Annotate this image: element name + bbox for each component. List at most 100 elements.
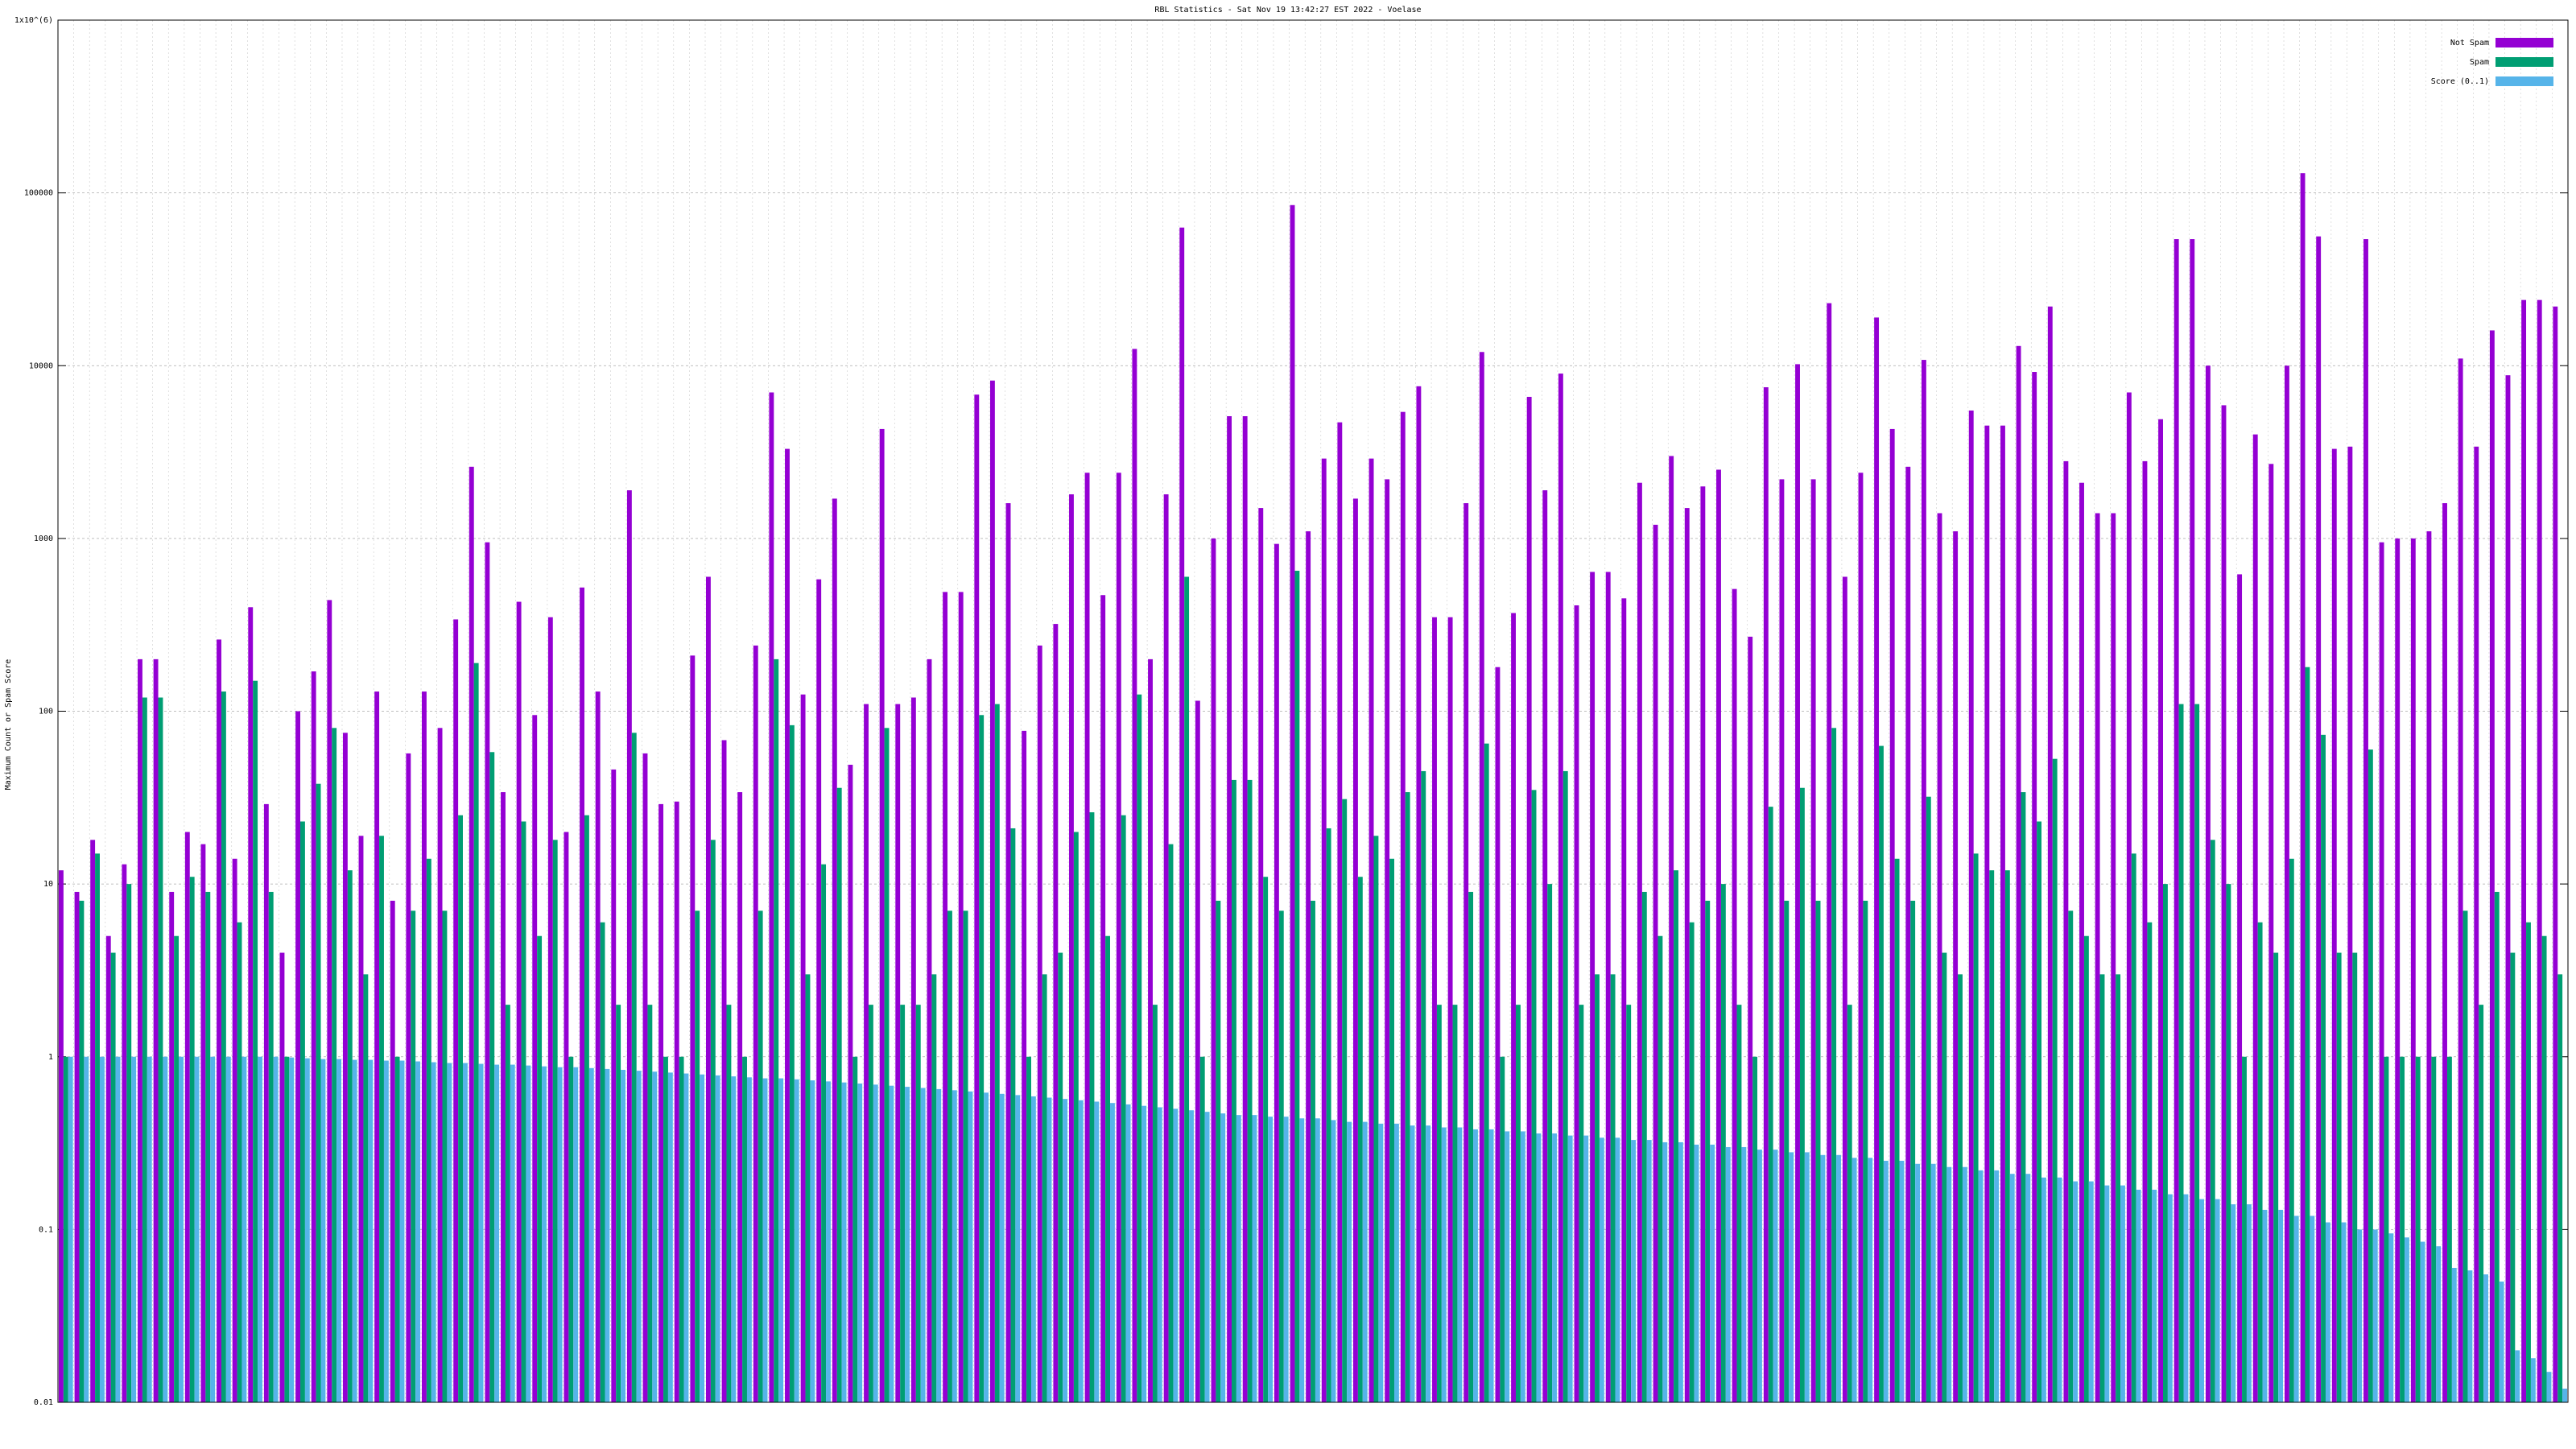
bar (505, 1005, 510, 1402)
chart-title: RBL Statistics - Sat Nov 19 13:42:27 EST… (1154, 6, 1421, 14)
bar (1921, 360, 1926, 1402)
bar (1689, 922, 1695, 1402)
bar (652, 1071, 658, 1402)
bar (1488, 1129, 1494, 1402)
bar (2442, 503, 2447, 1403)
bar (1574, 605, 1579, 1402)
bar (2246, 1204, 2252, 1402)
bar (1026, 1056, 1031, 1402)
bar (1306, 530, 1311, 1402)
y-tick-label: 1x10^(6) (14, 16, 53, 25)
bar (1804, 1152, 1810, 1402)
bar (1752, 1056, 1758, 1402)
bar (2126, 392, 2132, 1402)
bar (1736, 1005, 1742, 1402)
bar (1148, 658, 1153, 1402)
bar (332, 728, 337, 1402)
bar (2009, 1174, 2015, 1402)
bar (1725, 1146, 1731, 1402)
bar (1836, 1154, 1841, 1402)
bar (1426, 1125, 1431, 1402)
bar (1905, 466, 1911, 1403)
bar (2131, 853, 2136, 1402)
y-tick-label: 10000 (29, 361, 53, 370)
bar (2221, 405, 2227, 1402)
bar (1416, 386, 1422, 1403)
bar (931, 974, 937, 1402)
bar (2530, 1358, 2536, 1402)
bar (968, 1091, 973, 1402)
bar (1385, 479, 1390, 1402)
bar (79, 900, 85, 1402)
bar (1946, 1166, 1952, 1402)
bar (415, 1061, 421, 1402)
bar (426, 858, 431, 1402)
bar (1789, 1152, 1794, 1402)
bar (1547, 884, 1553, 1402)
bar (2178, 704, 2184, 1402)
bar (737, 792, 743, 1402)
bar (1294, 571, 1300, 1402)
bar (989, 380, 995, 1403)
bar (2489, 330, 2495, 1403)
bar (2163, 884, 2168, 1402)
bar (537, 935, 543, 1402)
bar (2474, 446, 2479, 1402)
bar (1710, 1144, 1715, 1402)
bar (1030, 1096, 1036, 1402)
bar (1058, 952, 1063, 1402)
bar (1326, 828, 1331, 1402)
bar (848, 764, 853, 1402)
bar (1331, 1120, 1336, 1402)
bar (889, 1085, 894, 1402)
bar (95, 853, 100, 1402)
bar (2363, 239, 2368, 1402)
bar (2095, 513, 2100, 1403)
y-tick-label: 1 (48, 1053, 53, 1062)
bar (1542, 490, 1548, 1402)
bar (920, 1088, 926, 1402)
bar (1631, 1140, 1637, 1402)
bar (105, 935, 111, 1402)
bar (1168, 844, 1174, 1402)
bar (994, 704, 1000, 1402)
bar (1579, 1005, 1584, 1402)
bar (1311, 900, 1315, 1402)
bar (588, 1067, 594, 1402)
bar (2368, 749, 2373, 1402)
bar (2226, 884, 2231, 1402)
bar (142, 697, 147, 1402)
bar (2284, 365, 2289, 1402)
bar (458, 815, 463, 1402)
bar (1137, 694, 1142, 1402)
bar (895, 704, 901, 1402)
bar (2111, 513, 2116, 1403)
bar (489, 752, 495, 1402)
bar (778, 1078, 784, 1402)
bar (510, 1064, 515, 1402)
bar (1930, 1163, 1936, 1402)
bar (1962, 1166, 1967, 1402)
bar (868, 1005, 873, 1402)
bar (1078, 1100, 1084, 1402)
bar (947, 910, 952, 1402)
bar (958, 592, 964, 1402)
bar (1184, 576, 1190, 1402)
bar (2104, 1185, 2110, 1402)
bar (1015, 1095, 1021, 1402)
bar (1495, 667, 1501, 1402)
bar (1220, 1113, 1226, 1402)
bar (279, 952, 285, 1402)
bar (1863, 900, 1868, 1402)
bar (1531, 790, 1537, 1402)
bar (1784, 900, 1790, 1402)
bar (1468, 891, 1474, 1402)
bar (605, 1068, 610, 1402)
bar (2505, 375, 2511, 1402)
bar (836, 787, 842, 1402)
bar (1393, 1123, 1399, 1402)
bar (1042, 974, 1047, 1402)
bar (905, 1087, 910, 1402)
bar (2262, 1209, 2268, 1402)
